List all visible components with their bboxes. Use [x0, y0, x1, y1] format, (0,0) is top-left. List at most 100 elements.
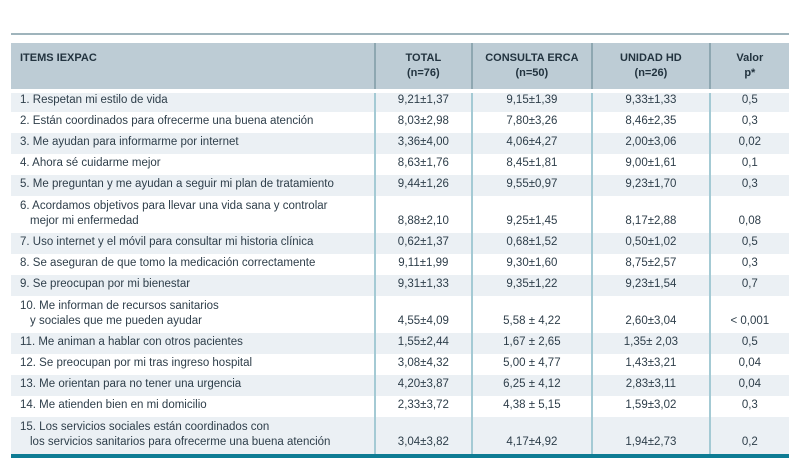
value-cell-hd: 8,75±2,57	[591, 254, 710, 276]
item-label-cell: 4. Ahora sé cuidarme mejor	[11, 154, 375, 175]
value-cell-p: 0,1	[708, 154, 789, 176]
iexpac-table: ITEMS IEXPAC TOTAL (n=76) CONSULTA ERCA …	[11, 43, 789, 455]
item-label-cell: 9. Se preocupan por mi bienestar	[11, 275, 375, 296]
item-label-line1: 10. Me informan de recursos sanitarios	[20, 299, 219, 312]
item-label-cell: 13. Me orientan para no tener una urgenc…	[11, 375, 375, 396]
value-cell-erca: 4,06±4,27	[470, 133, 593, 155]
col-header-erca-line1: CONSULTA ERCA	[485, 52, 579, 65]
value-cell-p: 0,3	[708, 175, 789, 197]
item-label-cell: 12. Se preocupan por mi tras ingreso hos…	[11, 354, 375, 375]
item-label-line2: y sociales que me pueden ayudar	[30, 315, 202, 327]
value-cell-erca: 9,25±1,45	[470, 196, 593, 234]
item-label-line1: 11. Me animan a hablar con otros pacient…	[20, 336, 243, 348]
col-header-pvalue-line2: p*	[744, 67, 756, 79]
value-cell-total: 9,44±1,26	[374, 175, 472, 197]
col-header-hd-line2: (n=26)	[634, 67, 668, 79]
value-cell-p: 0,04	[708, 375, 789, 397]
value-cell-p: < 0,001	[708, 296, 789, 334]
table-row: 14. Me atienden bien en mi domicilio 2,33…	[11, 396, 789, 418]
table-row: 8. Se aseguran de que tomo la medicación…	[11, 254, 789, 276]
top-rule	[11, 33, 789, 35]
table-row: 12. Se preocupan por mi tras ingreso hos…	[11, 354, 789, 376]
value-cell-erca: 9,35±1,22	[470, 275, 593, 297]
item-label-line1: 7. Uso internet y el móvil para consulta…	[20, 236, 314, 248]
value-cell-hd: 2,83±3,11	[591, 375, 710, 397]
value-cell-hd: 2,60±3,04	[591, 296, 710, 334]
header-row: ITEMS IEXPAC TOTAL (n=76) CONSULTA ERCA …	[11, 43, 789, 93]
col-header-total-line1: TOTAL	[405, 52, 442, 65]
col-header-items-label: ITEMS IEXPAC	[20, 52, 97, 64]
item-label-line1: 5. Me preguntan y me ayudan a seguir mi …	[20, 178, 334, 190]
value-cell-p: 0,3	[708, 112, 789, 134]
value-cell-total: 8,88±2,10	[374, 196, 472, 234]
value-cell-total: 4,55±4,09	[374, 296, 472, 334]
item-label-line2: mejor mi enfermedad	[30, 215, 139, 227]
value-cell-erca: 4,17±4,92	[470, 417, 593, 455]
value-cell-hd: 8,17±2,88	[591, 196, 710, 234]
item-label-cell: 6. Acordamos objetivos para llevar una v…	[11, 196, 375, 233]
value-cell-hd: 1,94±2,73	[591, 417, 710, 455]
value-cell-hd: 0,50±1,02	[591, 233, 710, 255]
value-cell-erca: 4,38 ± 5,15	[470, 396, 593, 418]
col-header-hd: UNIDAD HD (n=26)	[591, 43, 710, 93]
value-cell-total: 8,03±2,98	[374, 112, 472, 134]
table-row: 3. Me ayudan para informarme por interne…	[11, 133, 789, 155]
value-cell-p: 0,08	[708, 196, 789, 234]
value-cell-total: 8,63±1,76	[374, 154, 472, 176]
table-container: ITEMS IEXPAC TOTAL (n=76) CONSULTA ERCA …	[11, 43, 789, 459]
value-cell-total: 3,04±3,82	[374, 417, 472, 455]
item-label-cell: 3. Me ayudan para informarme por interne…	[11, 133, 375, 154]
value-cell-total: 9,31±1,33	[374, 275, 472, 297]
col-header-hd-line1: UNIDAD HD	[620, 52, 682, 65]
value-cell-p: 0,7	[708, 275, 789, 297]
value-cell-erca: 9,15±1,39	[470, 91, 593, 113]
table-row: 11. Me animan a hablar con otros pacient…	[11, 333, 789, 355]
value-cell-erca: 8,45±1,81	[470, 154, 593, 176]
col-header-total-line2: (n=76)	[406, 67, 440, 79]
item-label-cell: 14. Me atienden bien en mi domicilio	[11, 396, 375, 417]
table-header: ITEMS IEXPAC TOTAL (n=76) CONSULTA ERCA …	[11, 43, 789, 93]
value-cell-total: 1,55±2,44	[374, 333, 472, 355]
table-row: 15. Los servicios sociales están coordin…	[11, 417, 789, 455]
col-header-pvalue: Valor p*	[708, 43, 789, 93]
item-label-line1: 4. Ahora sé cuidarme mejor	[20, 157, 161, 169]
value-cell-hd: 1,43±3,21	[591, 354, 710, 376]
col-header-pvalue-line1: Valor	[736, 52, 764, 65]
value-cell-erca: 6,25 ± 4,12	[470, 375, 593, 397]
value-cell-erca: 5,00 ± 4,77	[470, 354, 593, 376]
item-label-line1: 13. Me orientan para no tener una urgenc…	[20, 378, 242, 390]
item-label-line1: 8. Se aseguran de que tomo la medicación…	[20, 257, 316, 269]
item-label-cell: 2. Están coordinados para ofrecerme una …	[11, 112, 375, 133]
value-cell-total: 0,62±1,37	[374, 233, 472, 255]
value-cell-hd: 9,33±1,33	[591, 91, 710, 113]
col-header-erca-line2: (n=50)	[515, 67, 549, 79]
value-cell-total: 9,11±1,99	[374, 254, 472, 276]
table-body: 1. Respetan mi estilo de vida 9,21±1,37 9,…	[11, 91, 789, 455]
value-cell-p: 0,5	[708, 233, 789, 255]
col-header-total: TOTAL (n=76)	[374, 43, 472, 93]
value-cell-erca: 5,58 ± 4,22	[470, 296, 593, 334]
item-label-line1: 9. Se preocupan por mi bienestar	[20, 278, 191, 290]
value-cell-total: 2,33±3,72	[374, 396, 472, 418]
value-cell-hd: 9,00±1,61	[591, 154, 710, 176]
col-header-items: ITEMS IEXPAC	[11, 43, 376, 93]
value-cell-erca: 1,67 ± 2,65	[470, 333, 593, 355]
table-row: 2. Están coordinados para ofrecerme una …	[11, 112, 789, 134]
value-cell-hd: 1,35± 2,03	[591, 333, 710, 355]
item-label-line1: 15. Los servicios sociales están coordin…	[20, 420, 270, 433]
table-row: 5. Me preguntan y me ayudan a seguir mi …	[11, 175, 789, 197]
value-cell-hd: 8,46±2,35	[591, 112, 710, 134]
col-header-erca: CONSULTA ERCA (n=50)	[470, 43, 593, 93]
table-row: 1. Respetan mi estilo de vida 9,21±1,37 9,…	[11, 91, 789, 113]
item-label-cell: 1. Respetan mi estilo de vida	[11, 91, 375, 112]
item-label-cell: 15. Los servicios sociales están coordin…	[11, 417, 375, 454]
table-row: 4. Ahora sé cuidarme mejor 8,63±1,76 8,45±…	[11, 154, 789, 176]
item-label-cell: 5. Me preguntan y me ayudan a seguir mi …	[11, 175, 375, 196]
item-label-line1: 6. Acordamos objetivos para llevar una v…	[20, 199, 328, 212]
value-cell-erca: 9,55±0,97	[470, 175, 593, 197]
value-cell-erca: 0,68±1,52	[470, 233, 593, 255]
item-label-line1: 3. Me ayudan para informarme por interne…	[20, 136, 239, 148]
item-label-line1: 14. Me atienden bien en mi domicilio	[20, 399, 207, 411]
bottom-rule	[11, 454, 789, 459]
